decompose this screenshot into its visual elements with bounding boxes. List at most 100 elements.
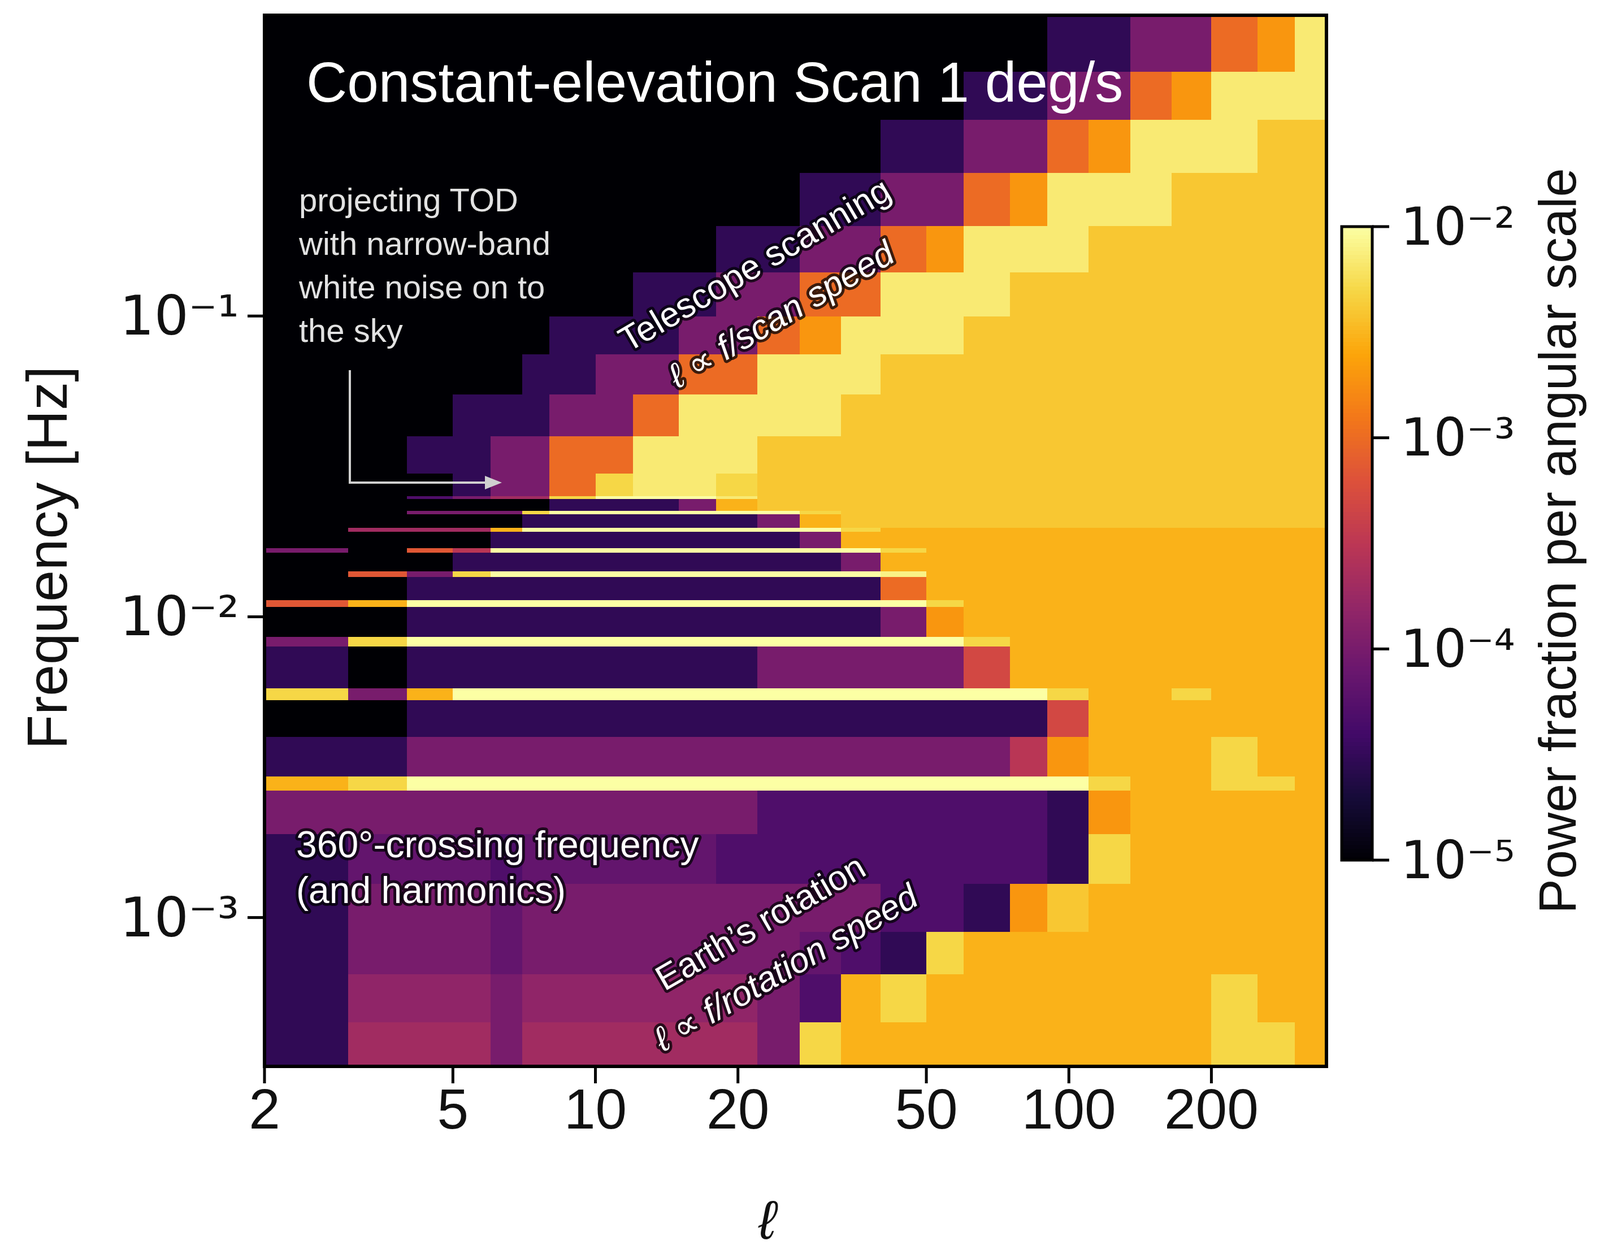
- plot-frame: [264, 15, 1327, 1067]
- colorbar-gradient: [1341, 713, 1373, 719]
- heatmap-cell: [1047, 776, 1090, 792]
- heatmap-cell: [549, 736, 596, 777]
- heatmap-cell: [926, 353, 965, 395]
- colorbar-gradient: [1341, 511, 1373, 517]
- heatmap-cell: [880, 495, 927, 500]
- heatmap-cell: [1171, 931, 1212, 975]
- heatmap-cell: [1130, 71, 1173, 121]
- heatmap-cell: [1257, 531, 1296, 549]
- heatmap-cell: [678, 699, 717, 737]
- heatmap-cell: [926, 552, 965, 572]
- heatmap-cell: [348, 531, 408, 549]
- heatmap-cell: [1088, 776, 1131, 792]
- colorbar-gradient: [1341, 749, 1373, 754]
- heatmap-cell: [632, 636, 680, 647]
- heatmap-cell: [632, 576, 680, 601]
- heatmap-cell: [678, 510, 717, 515]
- heatmap-cell: [1130, 119, 1173, 174]
- heatmap-cell: [757, 393, 800, 436]
- heatmap-cell: [595, 645, 634, 689]
- heatmap-cell: [1294, 315, 1327, 354]
- colorbar-gradient: [1341, 757, 1373, 762]
- heatmap-cell: [1211, 552, 1258, 572]
- heatmap-cell: [1130, 531, 1173, 549]
- heatmap-cell: [1171, 225, 1212, 273]
- heatmap-cell: [348, 527, 408, 533]
- heatmap-cell: [264, 353, 349, 395]
- colorbar-gradient: [1341, 705, 1373, 711]
- heatmap-cell: [678, 172, 717, 227]
- heatmap-cell: [799, 552, 842, 572]
- heatmap-cell: [1294, 393, 1327, 436]
- colorbar-gradient: [1341, 507, 1373, 513]
- heatmap-cell: [632, 776, 680, 792]
- heatmap-cell: [757, 498, 800, 511]
- heatmap-cell: [880, 687, 927, 701]
- heatmap-cell: [1171, 699, 1212, 737]
- heatmap-cell: [1047, 552, 1090, 572]
- heatmap-cell: [490, 495, 523, 500]
- heatmap-cell: [522, 172, 550, 227]
- colorbar-gradient: [1341, 495, 1373, 501]
- heatmap-cell: [406, 527, 454, 533]
- heatmap-cell: [406, 393, 454, 436]
- colorbar-gradient: [1341, 658, 1373, 663]
- heatmap-cell: [678, 687, 717, 701]
- heatmap-cell: [348, 973, 408, 1023]
- heatmap-cell: [880, 527, 927, 533]
- colorbar-gradient: [1341, 515, 1373, 520]
- heatmap-cell: [716, 687, 758, 701]
- heatmap-cell: [926, 776, 965, 792]
- heatmap-cell: [799, 636, 842, 647]
- heatmap-cell: [348, 570, 408, 578]
- heatmap-cell: [1257, 15, 1296, 72]
- colorbar-gradient: [1341, 527, 1373, 532]
- heatmap-cell: [632, 699, 680, 737]
- heatmap-cell: [348, 495, 408, 500]
- annotation-text: the sky: [298, 311, 403, 349]
- heatmap-cell: [926, 498, 965, 511]
- heatmap-cell: [716, 435, 758, 474]
- heatmap-cell: [1211, 790, 1258, 835]
- colorbar-gradient: [1341, 539, 1373, 544]
- heatmap-cell: [264, 513, 349, 528]
- heatmap-cell: [1130, 435, 1173, 474]
- heatmap-cell: [264, 527, 349, 533]
- heatmap-cell: [880, 776, 927, 792]
- heatmap-cell: [452, 636, 491, 647]
- heatmap-cell: [595, 473, 634, 496]
- heatmap-cell: [1009, 527, 1048, 533]
- heatmap-cell: [880, 271, 927, 317]
- heatmap-cell: [490, 498, 523, 511]
- colorbar-gradient: [1341, 464, 1373, 469]
- heatmap-cell: [1009, 833, 1048, 884]
- colorbar-gradient: [1341, 499, 1373, 505]
- heatmap-cell: [1009, 473, 1048, 496]
- heatmap-cell: [1294, 547, 1327, 553]
- heatmap-cell: [880, 576, 927, 601]
- heatmap-cell: [799, 495, 842, 500]
- heatmap-cell: [549, 973, 596, 1023]
- heatmap-cell: [1294, 119, 1327, 174]
- colorbar-gradient: [1341, 440, 1373, 445]
- heatmap-cell: [716, 172, 758, 227]
- heatmap-cell: [1171, 687, 1212, 701]
- heatmap-cell: [452, 435, 491, 474]
- heatmap-cell: [1009, 513, 1048, 528]
- heatmap-cell: [1294, 599, 1327, 607]
- heatmap-cell: [522, 776, 550, 792]
- colorbar-gradient: [1341, 603, 1373, 608]
- heatmap-cell: [1130, 931, 1173, 975]
- heatmap-cell: [595, 498, 634, 511]
- heatmap-cell: [522, 315, 550, 354]
- colorbar-gradient: [1341, 796, 1373, 802]
- colorbar-gradient: [1341, 373, 1373, 378]
- heatmap-cell: [840, 393, 882, 436]
- colorbar-gradient: [1341, 599, 1373, 604]
- heatmap-cell: [1171, 636, 1212, 647]
- heatmap-cell: [1257, 776, 1296, 792]
- heatmap-cell: [1047, 790, 1090, 835]
- heatmap-cell: [840, 495, 882, 500]
- colorbar-gradient: [1341, 293, 1373, 299]
- heatmap-cell: [522, 527, 550, 533]
